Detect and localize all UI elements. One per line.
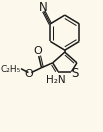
Text: S: S: [71, 67, 79, 80]
Text: C₂H₅: C₂H₅: [1, 65, 21, 74]
Text: N: N: [38, 1, 47, 14]
Text: H₂N: H₂N: [46, 75, 66, 85]
Text: O: O: [24, 69, 33, 79]
Text: O: O: [33, 46, 42, 56]
